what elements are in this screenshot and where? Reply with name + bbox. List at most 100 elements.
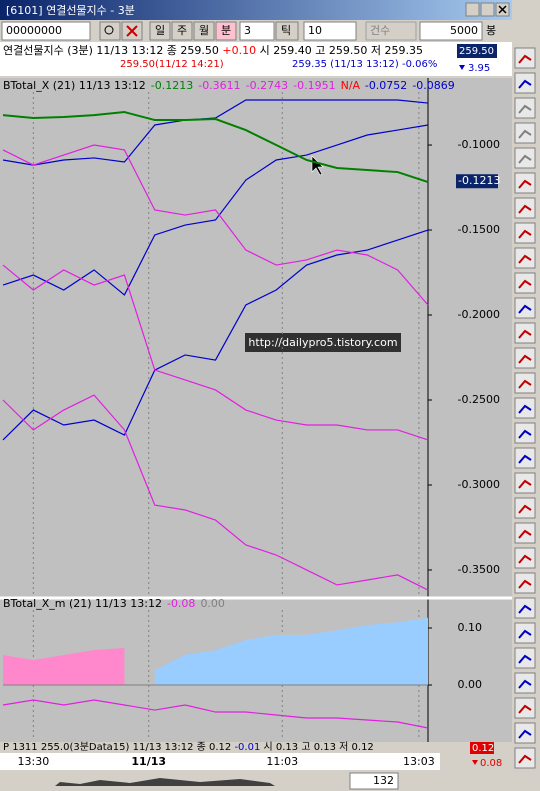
legend-value: -0.3611 <box>198 79 240 92</box>
window-buttons[interactable] <box>465 2 510 17</box>
area <box>3 648 125 686</box>
count-unit: 봉 <box>486 24 496 37</box>
last-value: -0.1213 <box>458 174 500 187</box>
tool-button[interactable] <box>514 597 536 619</box>
tool-button[interactable] <box>514 372 536 394</box>
tool-button[interactable] <box>514 472 536 494</box>
tool-button[interactable] <box>514 622 536 644</box>
tool-button[interactable] <box>514 272 536 294</box>
x-tick-label: 11:03 <box>266 755 298 768</box>
count-input[interactable] <box>419 21 483 41</box>
tool-icon <box>518 704 532 714</box>
minutes-text: 3 <box>244 24 251 37</box>
tool-button[interactable] <box>514 97 536 119</box>
count-label: 건수 <box>370 24 390 37</box>
info-panel <box>0 42 512 76</box>
tool-icon <box>518 554 532 564</box>
tool-icon <box>518 379 532 389</box>
period-button[interactable] <box>193 21 215 41</box>
tick-select[interactable] <box>303 21 357 41</box>
tool-button[interactable] <box>514 72 536 94</box>
tick-label: 틱 <box>281 24 291 37</box>
tool-icon <box>518 254 532 264</box>
price-change: 3.95 <box>468 63 490 74</box>
x-tick-label: 13:03 <box>403 755 435 768</box>
tool-icon <box>518 204 532 214</box>
y-tick-label: 0.00 <box>458 678 483 691</box>
tool-button[interactable] <box>514 122 536 144</box>
y-tick-label: -0.2500 <box>458 393 500 406</box>
tool-button[interactable] <box>514 47 536 69</box>
scroll-count: 132 <box>373 774 394 787</box>
tool-button[interactable] <box>514 172 536 194</box>
tool-button[interactable] <box>514 247 536 269</box>
tool-button[interactable] <box>514 697 536 719</box>
tool-button[interactable] <box>514 672 536 694</box>
line <box>2 124 429 296</box>
tool-button[interactable] <box>514 572 536 594</box>
tool-icon <box>518 304 532 314</box>
tool-icon <box>518 629 532 639</box>
tool-icon <box>518 729 532 739</box>
window-title: [6101] 연결선물지수 - 3분 <box>6 4 135 17</box>
tool-icon <box>518 679 532 689</box>
count-select[interactable] <box>365 21 417 41</box>
down-arrow <box>472 760 478 765</box>
tool-button[interactable] <box>514 297 536 319</box>
clear-icon <box>126 25 138 37</box>
tool-icon <box>518 154 532 164</box>
tool-icon <box>518 504 532 514</box>
title-bar <box>0 0 512 20</box>
period-button[interactable] <box>171 21 193 41</box>
cursor <box>311 155 324 176</box>
legend-title: BTotal_X (21) 11/13 13:12 <box>3 79 146 92</box>
y-tick-label: -0.3500 <box>458 563 500 576</box>
tool-button[interactable] <box>514 547 536 569</box>
tool-button[interactable] <box>514 347 536 369</box>
line <box>2 144 429 306</box>
scroll-bar[interactable] <box>0 771 540 791</box>
status-text: P 1311 255.0(3분Data15) 11/13 13:12 종 0.1… <box>3 741 231 753</box>
tool-icon <box>518 754 532 764</box>
minutes-select[interactable] <box>239 21 275 41</box>
line <box>2 264 429 441</box>
legend-value: 0.00 <box>200 597 225 610</box>
legend-value: -0.1951 <box>293 79 335 92</box>
tick-text: 10 <box>308 24 322 37</box>
tool-button[interactable] <box>514 522 536 544</box>
search-button[interactable] <box>99 21 121 41</box>
scroll-count-box[interactable] <box>349 772 399 790</box>
period-label: 분 <box>221 24 231 37</box>
tool-button[interactable] <box>514 222 536 244</box>
area <box>154 617 429 686</box>
line <box>2 99 429 166</box>
tool-button[interactable] <box>514 747 536 769</box>
price: 259.50 <box>459 46 494 57</box>
info-low: 259.35 (11/13 13:12) -0.06% <box>292 59 437 70</box>
info-high: 259.50(11/12 14:21) <box>120 59 224 70</box>
legend: BTotal_X_m (21) 11/13 13:12 -0.08 0.00 <box>3 597 225 610</box>
tool-button[interactable] <box>514 397 536 419</box>
tool-button[interactable] <box>514 197 536 219</box>
tool-button[interactable] <box>514 447 536 469</box>
status-line: P 1311 255.0(3분Data15) 11/13 13:12 종 0.1… <box>3 741 374 753</box>
tick-button[interactable] <box>275 21 299 41</box>
tool-button[interactable] <box>514 722 536 744</box>
line <box>2 111 429 184</box>
period-button[interactable] <box>215 21 237 41</box>
period-label: 일 <box>155 23 165 37</box>
code-input[interactable] <box>1 21 91 41</box>
status-bar <box>0 742 512 752</box>
tool-button[interactable] <box>514 647 536 669</box>
tool-icon <box>518 654 532 664</box>
tool-icon <box>518 579 532 589</box>
tool-button[interactable] <box>514 422 536 444</box>
legend-value: N/A <box>341 79 361 92</box>
period-label: 월 <box>199 24 209 37</box>
tool-button[interactable] <box>514 147 536 169</box>
legend: BTotal_X (21) 11/13 13:12 -0.1213 -0.3611-… <box>3 79 455 92</box>
tool-button[interactable] <box>514 497 536 519</box>
tool-button[interactable] <box>514 322 536 344</box>
info-text: 연결선물지수 (3분) 11/13 13:12 종 259.50 <box>3 44 219 57</box>
period-button[interactable] <box>149 21 171 41</box>
